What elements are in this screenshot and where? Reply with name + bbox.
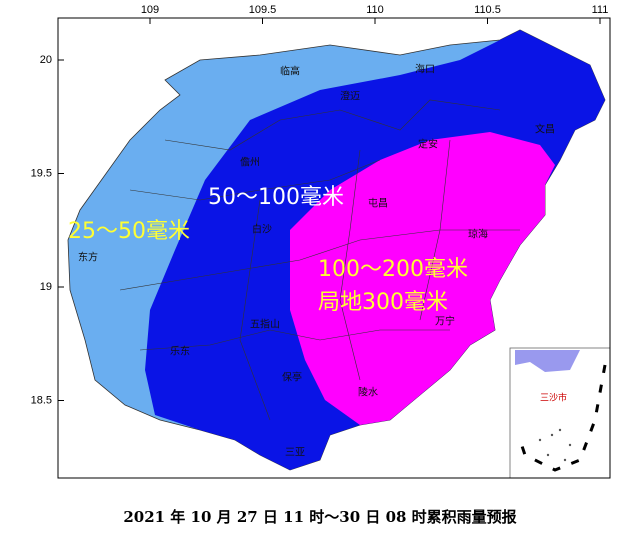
rain-label: 50～100毫米 (208, 185, 344, 210)
place-label: 乐东 (170, 345, 190, 358)
place-label: 陵水 (358, 387, 378, 399)
place-label: 保亭 (282, 371, 302, 384)
lon-label: 109.5 (249, 4, 277, 16)
lat-label: 19 (40, 281, 52, 293)
place-label: 五指山 (250, 318, 280, 331)
place-label: 澄迈 (340, 90, 360, 103)
place-label: 海口 (415, 63, 435, 76)
place-label: 三亚 (285, 448, 305, 459)
lat-label: 19.5 (31, 167, 52, 179)
place-label: 万宁 (435, 315, 455, 328)
caption: 2021 年 10 月 27 日 11 时～30 日 08 时累积雨量预报 (123, 508, 516, 526)
place-label: 临高 (280, 65, 300, 78)
lat-label: 20 (40, 54, 52, 66)
inset-islands (538, 428, 572, 462)
place-label: 琼海 (468, 228, 488, 241)
inset-boundary (518, 364, 607, 472)
zone-100-200 (290, 132, 555, 425)
place-label: 儋州 (240, 156, 260, 169)
place-label: 定安 (418, 138, 438, 151)
lon-label: 110 (366, 4, 384, 16)
inset-land (515, 350, 580, 372)
lon-label: 109 (141, 4, 159, 16)
lat-label: 18.5 (31, 394, 52, 406)
lon-label: 111 (592, 4, 609, 16)
county-borders (119, 99, 520, 421)
lon-label: 110.5 (474, 4, 501, 16)
rain-label: 局地300毫米 (318, 290, 448, 315)
place-label: 东方 (78, 251, 98, 264)
inset-label: 三沙市 (540, 392, 567, 404)
place-label: 白沙 (252, 223, 272, 236)
place-label: 文昌 (535, 123, 555, 136)
rain-label: 100～200毫米 (318, 257, 468, 282)
place-label: 屯昌 (368, 197, 388, 210)
rain-label: 25～50毫米 (68, 219, 190, 244)
map-frame (57, 17, 611, 479)
